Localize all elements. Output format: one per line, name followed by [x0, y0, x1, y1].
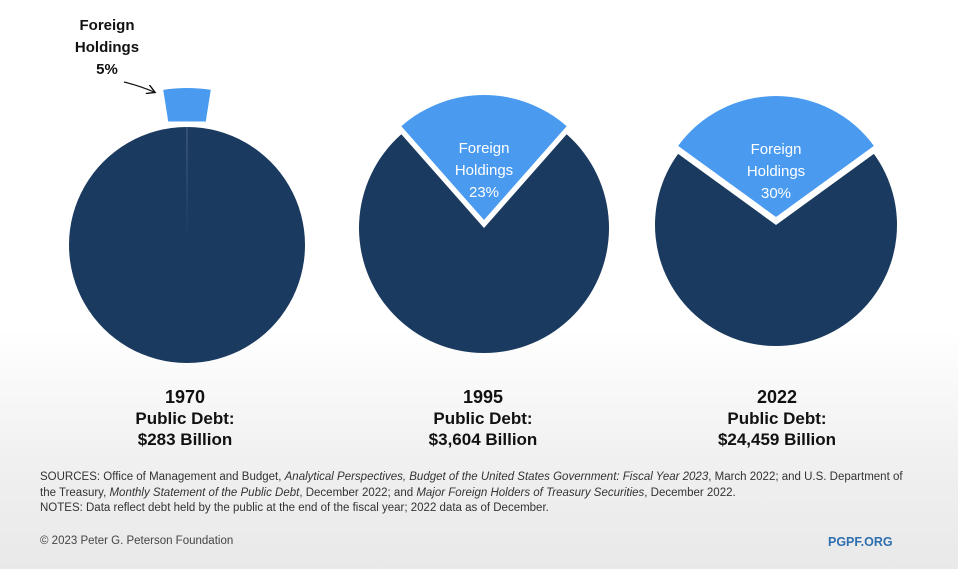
pie-slice-domestic — [655, 153, 897, 347]
slice-label: 5% — [96, 61, 118, 78]
sources-title: Analytical Perspectives, Budget of the U… — [284, 471, 709, 483]
pie-slice-foreign — [401, 95, 567, 220]
pie-1995: Foreign Holdings 23% — [359, 95, 609, 354]
pie-charts: ForeignHoldings5%ForeignHoldings23%Forei… — [68, 17, 897, 363]
caption-debt-value: $24,459 Billion — [717, 430, 837, 449]
sources-text: SOURCES: Office of Management and Budget… — [40, 470, 920, 501]
sources-text-part: , March 2022; and U.S. Department of the… — [40, 471, 903, 499]
caption-2022: 2022 Public Debt: $24,459 Billion — [667, 386, 887, 450]
sources-prefix: SOURCES: Office of Management and Budget… — [40, 471, 285, 483]
callout-arrow — [123, 81, 154, 92]
pie-slice-domestic — [68, 127, 306, 363]
copyright: © 2023 Peter G. Peterson Foundation — [40, 535, 234, 547]
bottom-background — [0, 330, 958, 569]
caption-year: 1995 — [462, 387, 504, 407]
slice-label: Foreign — [459, 140, 510, 157]
caption-debt-label: Public Debt: — [135, 409, 235, 428]
slice-label: Holdings — [747, 163, 805, 180]
sources-text-part: , December 2022; and — [299, 486, 417, 499]
sources-text-part: , December 2022. — [644, 486, 736, 499]
caption-debt-label: Public Debt: — [727, 409, 827, 428]
slice-label: 23% — [469, 184, 499, 201]
caption-year: 1970 — [164, 387, 206, 407]
brand-link[interactable]: PGPF.ORG — [828, 535, 893, 549]
caption-1970: 1970 Public Debt: $283 Billion — [75, 386, 295, 450]
slice-label: Foreign — [751, 141, 802, 158]
sources-title: Monthly Statement of the Public Debt — [109, 486, 300, 499]
pie-1970: Foreign Holdings 5% — [68, 17, 306, 363]
slice-label: Holdings — [455, 162, 513, 179]
caption-debt-value: $283 Billion — [137, 430, 233, 449]
slice-label: 30% — [761, 185, 791, 202]
pie-2022: Foreign Holdings 30% — [655, 96, 897, 347]
pie-slice-foreign — [678, 96, 874, 217]
caption-debt-value: $3,604 Billion — [428, 430, 538, 449]
sources-notes: SOURCES: Office of Management and Budget… — [40, 470, 920, 517]
pie-slice-domestic — [359, 134, 609, 354]
pie-slice-foreign — [163, 88, 211, 122]
caption-1995: 1995 Public Debt: $3,604 Billion — [373, 386, 593, 450]
sources-title: Major Foreign Holders of Treasury Securi… — [416, 486, 645, 499]
slice-label: Holdings — [75, 39, 139, 56]
caption-debt-label: Public Debt: — [433, 409, 533, 428]
caption-year: 2022 — [756, 387, 798, 407]
notes-text: NOTES: Data reflect debt held by the pub… — [40, 502, 549, 514]
slice-label: Foreign — [80, 17, 135, 34]
